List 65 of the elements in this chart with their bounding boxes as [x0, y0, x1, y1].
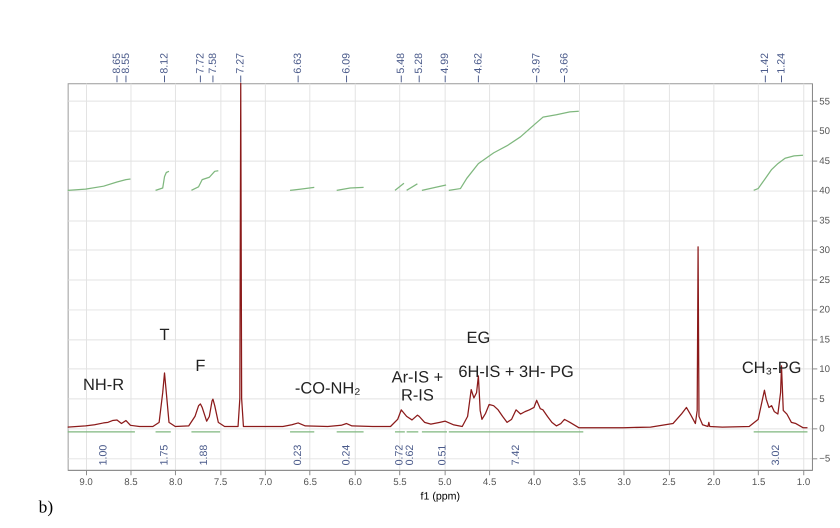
x-tick-label: 2.5: [662, 476, 676, 488]
x-tick-label: 7.5: [214, 476, 228, 488]
x-tick-label: 1.5: [752, 476, 766, 488]
y-tick-label: 0: [819, 424, 825, 435]
annotation: 5.28: [413, 52, 426, 74]
y-tick-label: 10: [819, 364, 830, 376]
y-tick-label: 50: [819, 126, 830, 138]
x-tick-label: 6.5: [304, 476, 317, 488]
x-tick-label: 4.5: [482, 476, 496, 488]
annotation: NH-R: [83, 376, 124, 394]
annotation: CH₃-PG: [742, 358, 802, 377]
annotation: T: [160, 326, 170, 344]
annotation: 4.99: [439, 52, 452, 74]
annotation: 3.66: [558, 52, 570, 74]
x-tick-label: 3.0: [617, 476, 631, 488]
annotation: 1.24: [775, 52, 788, 74]
text: b): [38, 497, 54, 516]
x-tick-label: 5.5: [393, 476, 407, 488]
annotation: 3.97: [530, 52, 543, 74]
annotation: 6.63: [292, 52, 304, 74]
annotation: 6H-IS + 3H- PG: [458, 362, 574, 381]
annotation: 7.72: [194, 52, 206, 74]
x-tick-label: 8.5: [124, 476, 138, 488]
y-tick-label: 55: [819, 96, 830, 108]
annotation: 1.75: [158, 444, 170, 466]
y-tick-label: 45: [819, 156, 830, 167]
x-tick-label: 5.0: [438, 476, 452, 488]
y-tick-label: 25: [819, 274, 830, 286]
annotation: EG: [466, 329, 490, 348]
x-axis-title: f1 (ppm): [420, 490, 460, 502]
annotation: 7.42: [510, 444, 522, 466]
x-tick-label: 8.0: [169, 476, 182, 488]
y-tick-label: −5: [819, 453, 830, 464]
annotation: 0.23: [292, 444, 304, 466]
x-tick-label: 1.0: [796, 476, 810, 488]
annotation: 4.62: [472, 52, 484, 74]
annotation: 0.72: [393, 444, 406, 466]
y-tick-label: 30: [819, 245, 830, 256]
y-tick-label: 15: [819, 334, 830, 346]
annotation: 3.02: [770, 444, 782, 466]
annotation: 1.00: [97, 444, 110, 466]
x-tick-label: 9.0: [79, 476, 93, 488]
x-tick-label: 4.0: [528, 476, 542, 488]
annotation: -CO-NH₂: [294, 380, 361, 398]
x-tick-label: 3.5: [572, 476, 586, 488]
annotation: 0.24: [340, 444, 352, 466]
annotation: 1.42: [759, 52, 772, 74]
annotation: Ar-IS + R-IS: [392, 368, 444, 405]
annotation: 1.88: [198, 444, 210, 466]
x-tick-label: 2.0: [707, 476, 721, 488]
y-tick-label: 40: [819, 186, 830, 197]
x-tick-label: 6.0: [348, 476, 362, 488]
x-tick-label: 7.0: [258, 476, 272, 488]
annotation: 7.58: [206, 52, 219, 74]
annotation: 6.09: [340, 52, 352, 74]
annotation: 8.12: [158, 52, 170, 74]
y-tick-label: 5: [819, 394, 825, 405]
annotation: 0.62: [404, 444, 416, 466]
y-tick-label: 35: [819, 215, 830, 226]
annotation: 0.51: [436, 444, 448, 466]
annotation: 7.27: [234, 52, 247, 74]
y-tick-label: 20: [819, 304, 830, 316]
line-series: [67, 82, 808, 428]
annotation: 5.48: [395, 52, 408, 74]
annotation: F: [195, 357, 206, 376]
